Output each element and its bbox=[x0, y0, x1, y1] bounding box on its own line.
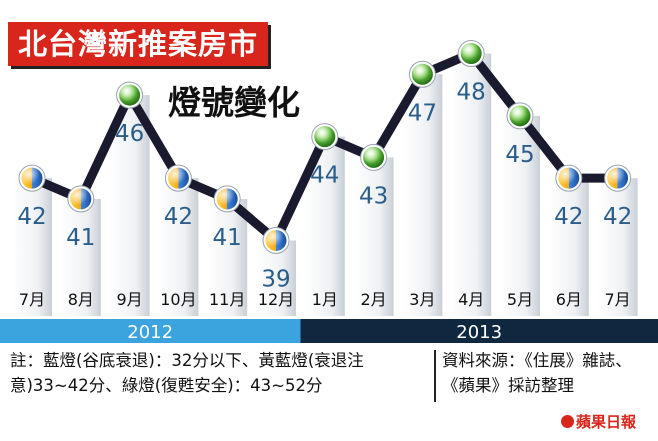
year-label: 2013 bbox=[456, 322, 502, 343]
note-divider bbox=[434, 350, 436, 402]
green-light-point bbox=[311, 123, 339, 151]
yellow-blue-light-point bbox=[67, 185, 95, 213]
green-light-point bbox=[116, 81, 144, 109]
data-label: 48 bbox=[457, 80, 486, 106]
point-shine bbox=[167, 167, 189, 189]
point-shine bbox=[363, 146, 385, 168]
x-tick-label: 7月 bbox=[605, 290, 631, 309]
year-label: 2012 bbox=[127, 322, 173, 343]
x-tick-label: 4月 bbox=[458, 290, 484, 309]
column-bg bbox=[500, 115, 540, 316]
chart-subtitle: 燈號變化 bbox=[168, 83, 300, 122]
point-shine bbox=[607, 167, 629, 189]
brand-name: 蘋果日報 bbox=[575, 413, 636, 431]
point-shine bbox=[21, 167, 43, 189]
column-bg bbox=[207, 198, 248, 316]
x-tick-label: 10月 bbox=[160, 290, 196, 309]
green-light-point bbox=[408, 60, 436, 88]
column-bg bbox=[548, 178, 589, 316]
data-label: 42 bbox=[17, 204, 46, 230]
yellow-blue-light-point bbox=[604, 164, 632, 192]
column-bg bbox=[402, 74, 443, 316]
point-shine bbox=[460, 43, 482, 65]
data-label: 41 bbox=[66, 225, 95, 251]
data-label: 42 bbox=[164, 204, 193, 230]
data-label: 39 bbox=[261, 266, 290, 292]
year-bar: 2012 2013 bbox=[0, 319, 658, 343]
x-tick-label: 6月 bbox=[556, 290, 582, 309]
yellow-blue-light-point bbox=[213, 185, 241, 213]
data-label: 43 bbox=[359, 183, 388, 209]
data-label: 41 bbox=[213, 225, 242, 251]
yellow-blue-light-point bbox=[18, 164, 46, 192]
point-shine bbox=[558, 167, 580, 189]
x-tick-label: 9月 bbox=[117, 290, 143, 309]
apple-icon bbox=[560, 415, 574, 428]
yellow-blue-light-point bbox=[164, 164, 192, 192]
x-tick-label: 12月 bbox=[258, 290, 294, 309]
x-tick-label: 7月 bbox=[19, 290, 45, 309]
column-bg bbox=[158, 178, 199, 316]
point-shine bbox=[119, 84, 141, 106]
brand-logo: 蘋果日報 bbox=[560, 411, 636, 432]
yellow-blue-light-point bbox=[262, 226, 290, 254]
x-axis-labels: 7月 8月 9月 10月 11月 12月 1月 2月 3月 4月 5月 6月 7月 bbox=[19, 290, 631, 309]
data-label: 42 bbox=[554, 204, 583, 230]
point-shine bbox=[70, 188, 92, 210]
x-tick-label: 3月 bbox=[409, 290, 435, 309]
x-tick-label: 11月 bbox=[209, 290, 245, 309]
source-note: 資料來源：《住展》雜誌、《蘋果》採訪整理 bbox=[442, 351, 632, 395]
data-points bbox=[18, 40, 632, 254]
yellow-blue-light-point bbox=[555, 164, 583, 192]
data-label: 46 bbox=[115, 121, 144, 147]
point-shine bbox=[509, 105, 531, 127]
column-bg bbox=[597, 178, 638, 316]
green-light-point bbox=[506, 102, 534, 130]
legend-note: 註：藍燈(谷底衰退)：32分以下、黃藍燈(衰退注意)33~42分、綠燈(復甦安全… bbox=[10, 351, 364, 395]
point-shine bbox=[265, 229, 287, 251]
data-label: 45 bbox=[505, 142, 534, 168]
x-tick-label: 1月 bbox=[312, 290, 338, 309]
column-backgrounds bbox=[12, 53, 638, 317]
x-tick-label: 8月 bbox=[68, 290, 94, 309]
data-label: 47 bbox=[408, 100, 437, 126]
column-bg bbox=[451, 53, 492, 317]
point-shine bbox=[314, 126, 336, 148]
column-bg bbox=[60, 198, 101, 316]
x-tick-label: 2月 bbox=[361, 290, 387, 309]
point-shine bbox=[411, 63, 433, 85]
data-label: 42 bbox=[603, 204, 632, 230]
green-light-point bbox=[457, 40, 485, 68]
year-band bbox=[300, 319, 658, 343]
column-bg bbox=[353, 157, 394, 316]
point-shine bbox=[216, 188, 238, 210]
year-band bbox=[0, 319, 301, 343]
data-label: 44 bbox=[310, 163, 339, 189]
green-light-point bbox=[360, 143, 388, 171]
x-tick-label: 5月 bbox=[507, 290, 533, 309]
chart-title: 北台灣新推案房市 bbox=[8, 22, 269, 66]
column-bg bbox=[12, 178, 52, 316]
value-labels: 42 41 46 42 41 39 44 43 47 48 45 42 42 bbox=[17, 80, 632, 293]
